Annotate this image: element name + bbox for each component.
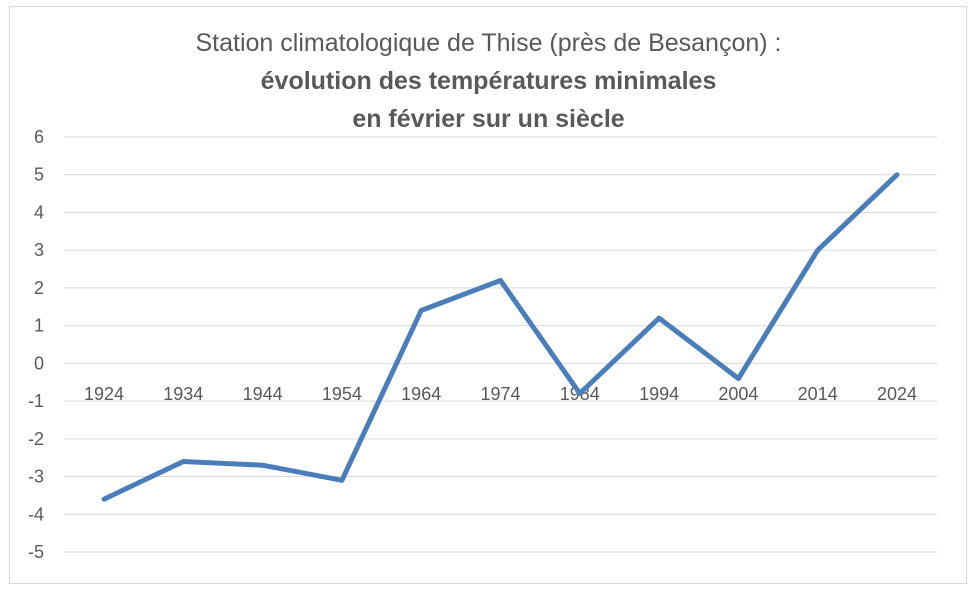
x-tick-label: 1974: [480, 384, 520, 404]
y-tick-label: -5: [28, 542, 44, 562]
x-tick-label: 1954: [322, 384, 362, 404]
y-axis-tick-labels: 6 5 4 3 2 1 0 -1 -2 -3 -4 -5: [28, 127, 44, 562]
y-tick-label: -2: [28, 429, 44, 449]
series-line: [101, 172, 900, 502]
y-tick-label: -1: [28, 391, 44, 411]
y-tick-label: 4: [34, 202, 44, 222]
chart-title-line-2: évolution des températures minimales: [260, 67, 717, 95]
y-tick-label: 1: [34, 316, 44, 336]
x-tick-label: 1924: [84, 384, 124, 404]
x-tick-label: 2014: [798, 384, 838, 404]
y-tick-label: 3: [34, 240, 44, 260]
x-tick-label: 1934: [163, 384, 203, 404]
x-tick-label: 1944: [243, 384, 283, 404]
x-tick-label: 1964: [401, 384, 441, 404]
x-tick-label: 1994: [639, 384, 679, 404]
y-tick-label: -4: [28, 504, 44, 524]
y-tick-label: 6: [34, 127, 44, 147]
chart-frame: [9, 6, 967, 584]
chart-title-line-1: Station climatologique de Thise (près de…: [195, 29, 782, 57]
series-layer: [101, 172, 900, 502]
y-tick-label: 2: [34, 278, 44, 298]
chart-title-line-3: en février sur un siècle: [352, 105, 625, 133]
chart-title: Station climatologique de Thise (près de…: [0, 24, 977, 138]
x-tick-label: 2024: [877, 384, 917, 404]
gridlines: [64, 136, 937, 553]
y-tick-label: 0: [34, 353, 44, 373]
y-tick-label: 5: [34, 165, 44, 185]
x-axis-tick-labels: 1924 1934 1944 1954 1964 1974 1984 1994 2004 2014…: [84, 384, 917, 404]
x-tick-label: 2004: [718, 384, 758, 404]
y-tick-label: -3: [28, 467, 44, 487]
